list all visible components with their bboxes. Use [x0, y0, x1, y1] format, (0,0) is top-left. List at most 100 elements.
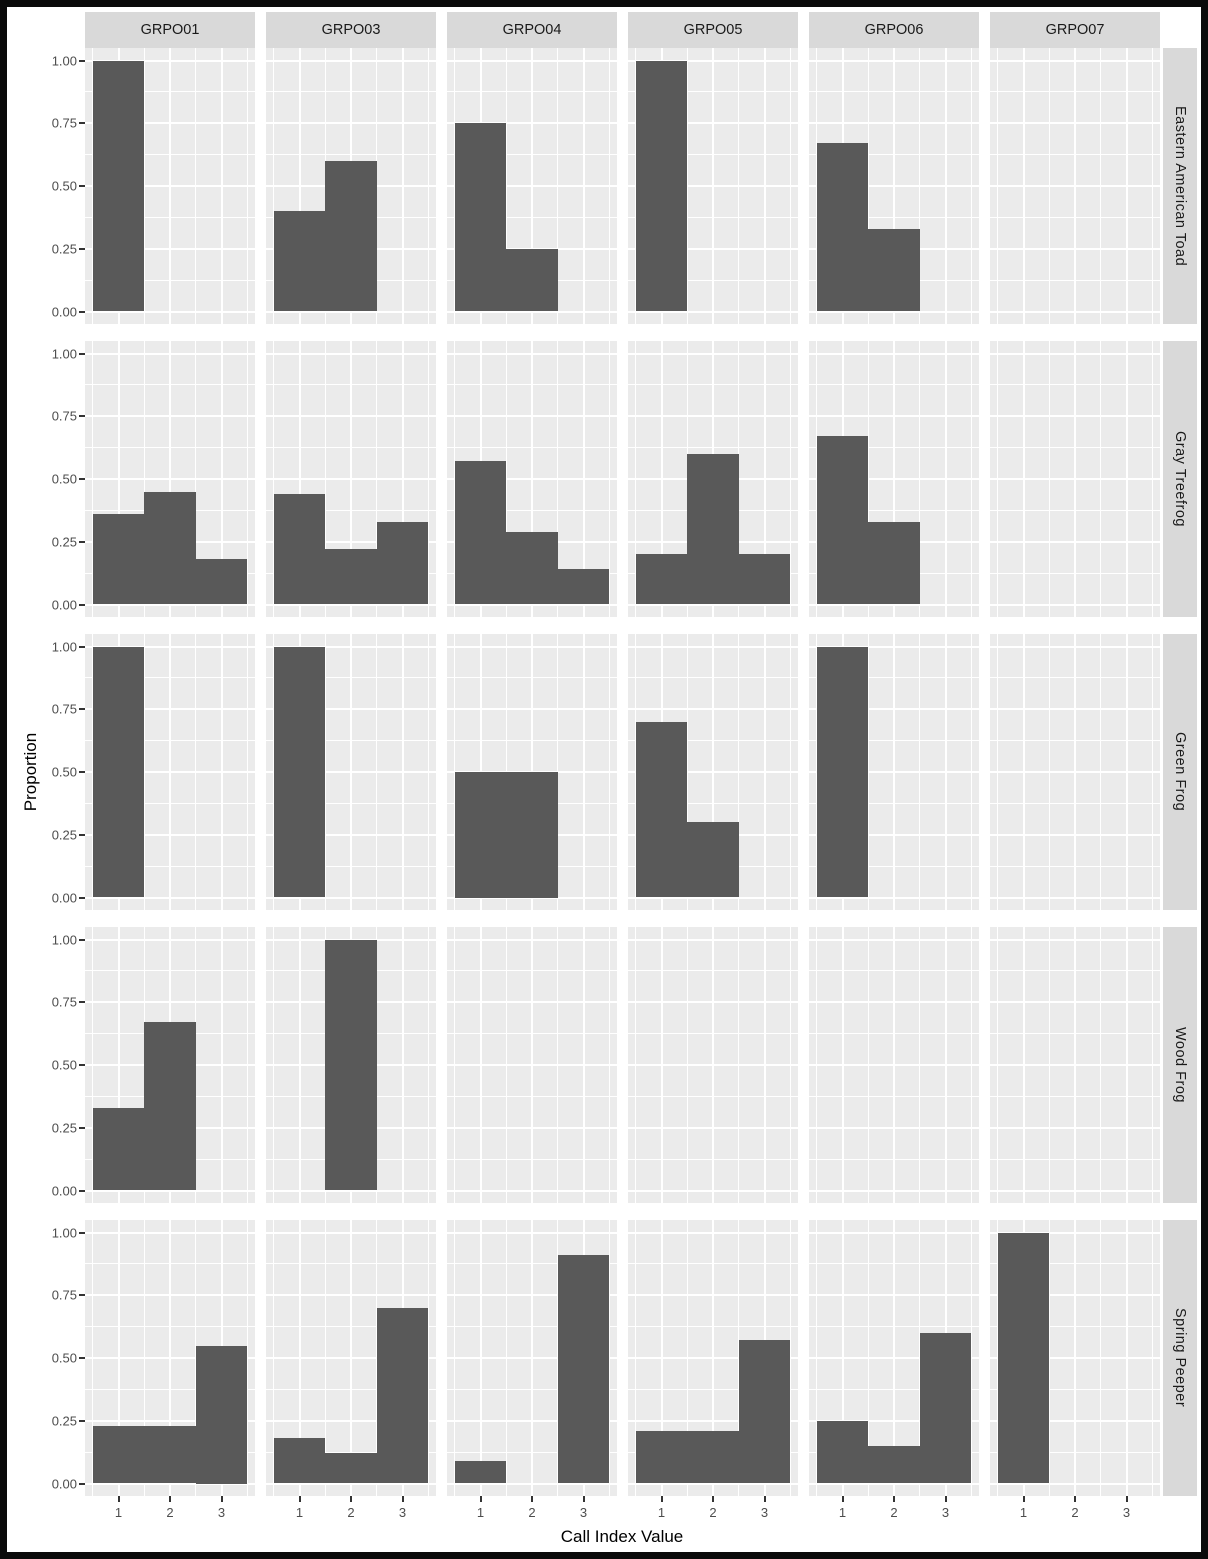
panel-eastern-american-toad-grpo03: [266, 48, 436, 324]
bar-gray-treefrog-grpo06-x2: [868, 521, 920, 605]
gridline-h-major: [990, 1001, 1160, 1004]
bar-wood-frog-grpo01-x1: [92, 1107, 145, 1191]
x-tick-label: 2: [709, 1505, 717, 1520]
gridline-h-major: [85, 645, 255, 648]
gridline-h-major: [85, 1482, 255, 1485]
gridline-h-major: [85, 247, 255, 250]
facet-col-strip-grpo07: GRPO07: [990, 12, 1160, 48]
y-tick-label: 0.50: [51, 1057, 77, 1073]
gridline-h-major: [447, 1189, 617, 1192]
gridline-h-major: [628, 415, 798, 418]
x-tick-mark: [660, 1496, 663, 1502]
panel-gray-treefrog-grpo04: [447, 341, 617, 617]
panel-gray-treefrog-grpo05: [628, 341, 798, 617]
gridline-h-major: [266, 1419, 436, 1422]
y-tick-mark: [79, 185, 85, 187]
y-tick-label: 0.75: [51, 115, 77, 131]
gridline-h-major: [447, 1482, 617, 1485]
panel-wood-frog-grpo05: [628, 927, 798, 1203]
y-tick-mark: [79, 310, 85, 313]
bar-spring-peeper-grpo05-x3: [738, 1340, 791, 1484]
gridline-h-major: [85, 478, 255, 480]
y-tick-mark: [79, 352, 85, 355]
bar-spring-peeper-grpo04-x1: [454, 1460, 507, 1484]
bar-spring-peeper-grpo03-x1: [273, 1438, 326, 1484]
gridline-h-major: [809, 1357, 979, 1359]
gridline-h-major: [990, 938, 1160, 941]
facet-row-label: Gray Treefrog: [1172, 431, 1188, 527]
gridline-h-major: [85, 415, 255, 418]
gridline-h-major: [447, 415, 617, 418]
gridline-h-major: [628, 938, 798, 941]
x-tick-label: 1: [1019, 1505, 1028, 1520]
x-tick-label: 2: [166, 1505, 174, 1520]
facet-row-label: Spring Peeper: [1172, 1308, 1188, 1408]
gridline-h-major: [990, 771, 1160, 773]
facet-col-strip-grpo05: GRPO05: [628, 12, 798, 48]
gridline-h-major: [266, 1482, 436, 1485]
gridline-h-major: [990, 415, 1160, 418]
gridline-h-major: [990, 1294, 1160, 1297]
x-tick-mark: [401, 1496, 404, 1502]
y-tick-label: 0.50: [51, 764, 77, 780]
y-tick-label: 1.00: [51, 932, 77, 947]
gridline-h-major: [85, 771, 255, 773]
gridline-h-major: [85, 833, 255, 836]
gridline-h-major: [447, 59, 617, 62]
bar-gray-treefrog-grpo05-x2: [687, 453, 739, 605]
x-tick-label: 3: [1122, 1505, 1131, 1520]
gridline-h-major: [447, 185, 617, 187]
bar-green-frog-grpo04-x1: [454, 772, 507, 898]
gridline-h-major: [628, 1189, 798, 1192]
panel-wood-frog-grpo04: [447, 927, 617, 1203]
panel-wood-frog-grpo06: [809, 927, 979, 1203]
gridline-h-major: [628, 708, 798, 711]
panel-green-frog-grpo04: [447, 634, 617, 910]
gridline-h-major: [85, 1357, 255, 1359]
bar-spring-peeper-grpo04-x3: [557, 1255, 610, 1484]
gridline-h-major: [447, 938, 617, 941]
gridline-h-major: [266, 1357, 436, 1359]
gridline-h-major: [809, 1126, 979, 1129]
x-tick-label: 3: [579, 1505, 588, 1520]
y-tick-label: 0.25: [51, 241, 77, 257]
facet-col-label: GRPO06: [864, 22, 924, 38]
gridline-h-major: [85, 708, 255, 711]
facet-col-label: GRPO07: [1045, 22, 1105, 38]
gridline-h-major: [628, 603, 798, 606]
bar-gray-treefrog-grpo03-x1: [273, 494, 326, 605]
bar-spring-peeper-grpo05-x1: [635, 1430, 688, 1484]
bar-gray-treefrog-grpo01-x2: [144, 491, 196, 605]
gridline-h-major: [447, 1231, 617, 1234]
y-tick-mark: [79, 1001, 85, 1004]
bar-green-frog-grpo06-x1: [816, 646, 869, 898]
gridline-h-major: [266, 1294, 436, 1297]
bar-gray-treefrog-grpo03-x2: [325, 549, 377, 605]
y-tick-mark: [79, 645, 85, 648]
gridline-h-major: [628, 896, 798, 899]
gridline-h-major: [85, 59, 255, 62]
y-tick-mark: [79, 708, 85, 711]
gridline-h-major: [266, 415, 436, 418]
y-tick-label: 0.50: [51, 178, 77, 194]
gridline-h-major: [628, 1419, 798, 1422]
panel-spring-peeper-grpo04: [447, 1220, 617, 1496]
bar-spring-peeper-grpo03-x2: [325, 1453, 377, 1484]
x-tick-label: 2: [347, 1505, 355, 1520]
gridline-h-major: [990, 352, 1160, 355]
y-tick-label: 0.00: [51, 597, 77, 612]
bar-green-frog-grpo05-x2: [687, 822, 739, 898]
gridline-h-major: [85, 1419, 255, 1422]
gridline-h-major: [628, 1064, 798, 1066]
bar-spring-peeper-grpo01-x1: [92, 1425, 145, 1484]
panel-wood-frog-grpo03: [266, 927, 436, 1203]
gridline-h-major: [447, 352, 617, 355]
x-tick-mark: [1022, 1496, 1025, 1502]
y-tick-mark: [79, 59, 85, 62]
gridline-h-major: [266, 478, 436, 480]
x-tick-mark: [220, 1496, 223, 1502]
bar-gray-treefrog-grpo05-x1: [635, 554, 688, 605]
gridline-h-major: [809, 478, 979, 480]
bar-gray-treefrog-grpo04-x3: [557, 569, 610, 605]
x-tick-label: 2: [1071, 1505, 1079, 1520]
